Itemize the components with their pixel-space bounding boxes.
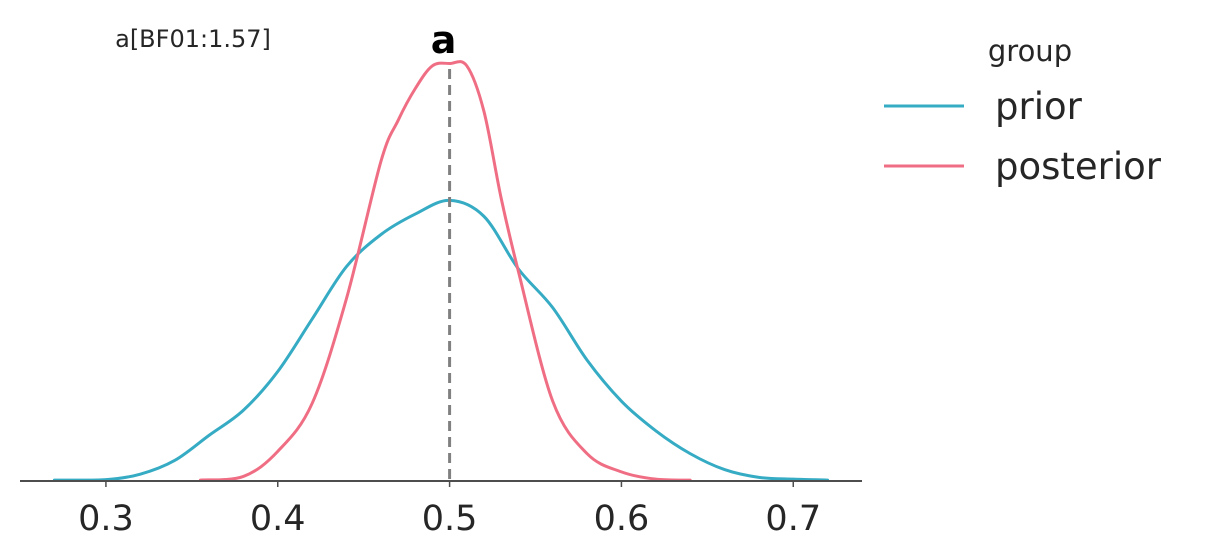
legend-label-prior: prior xyxy=(995,85,1083,128)
x-tick-label: 0.4 xyxy=(250,499,306,539)
x-tick-label: 0.6 xyxy=(594,499,650,539)
x-tick-label: 0.5 xyxy=(422,499,478,539)
series-line-posterior xyxy=(198,60,692,482)
series-line-prior xyxy=(52,198,830,482)
x-tick-label: 0.3 xyxy=(78,499,134,539)
annotation-label: a[BF01:1.57] xyxy=(115,25,271,53)
legend-label-posterior: posterior xyxy=(995,145,1162,188)
legend: group prior posterior xyxy=(884,34,1162,188)
chart-title: a xyxy=(431,18,457,62)
x-tick-label: 0.7 xyxy=(765,499,821,539)
legend-title: group xyxy=(988,34,1072,68)
plot-area: a xyxy=(52,18,830,482)
x-axis: 0.3 0.4 0.5 0.6 0.7 xyxy=(20,480,862,539)
